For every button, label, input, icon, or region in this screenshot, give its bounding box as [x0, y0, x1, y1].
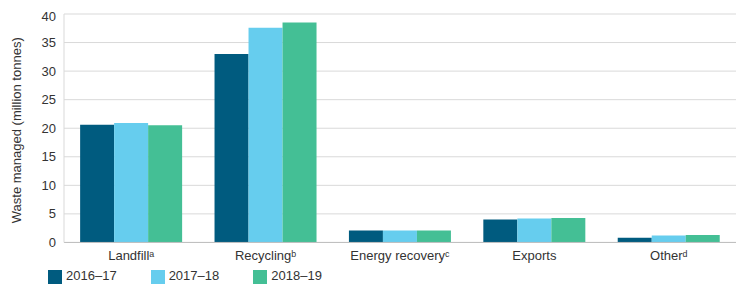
html-text:2018–19: 2018–19	[271, 268, 322, 284]
svg-text:20: 20	[42, 121, 56, 136]
svg-text:Recyclingᵇ: Recyclingᵇ	[235, 248, 296, 263]
svg-text:15: 15	[42, 149, 56, 164]
svg-text:30: 30	[42, 64, 56, 79]
svg-text:5: 5	[49, 206, 56, 221]
svg-text:Waste managed (million tonnes): Waste managed (million tonnes)	[9, 37, 24, 223]
svg-text:Otherᵈ: Otherᵈ	[650, 248, 688, 263]
svg-text:Exports: Exports	[512, 248, 557, 263]
svg-text:10: 10	[42, 178, 56, 193]
svg-text:Energy recoveryᶜ: Energy recoveryᶜ	[350, 248, 450, 263]
svg-text:40: 40	[42, 9, 56, 24]
svg-text:0: 0	[49, 235, 56, 250]
svg-text:35: 35	[42, 35, 56, 50]
html-text:2016–17: 2016–17	[66, 268, 117, 284]
svg-text:25: 25	[42, 92, 56, 107]
svg-text:Landfillᵃ: Landfillᵃ	[108, 248, 154, 263]
html-text:2017–18: 2017–18	[168, 268, 220, 284]
